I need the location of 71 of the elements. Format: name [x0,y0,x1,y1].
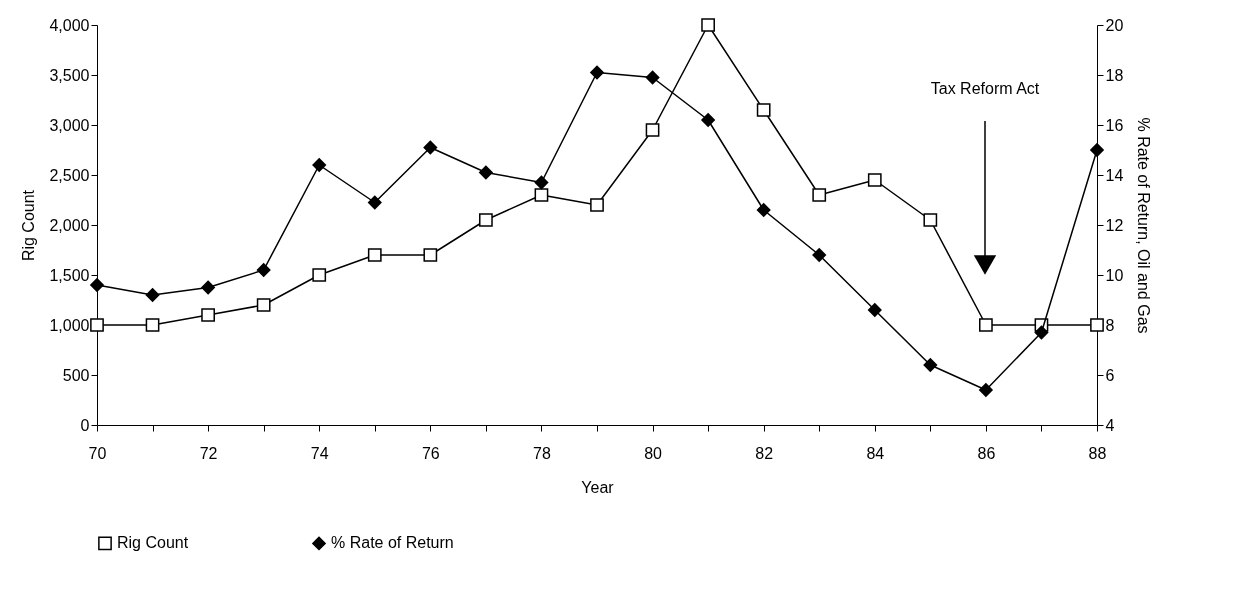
x-tick-label: 76 [421,444,440,462]
x-tick-label: 74 [310,444,329,462]
y-tick-label: 2,000 [49,216,90,234]
point [145,288,160,302]
point [201,280,215,295]
y2-tick-label: 14 [1105,166,1124,184]
y-tick-label: 3,500 [49,66,90,84]
point [756,203,771,217]
point [590,198,604,212]
y-tick-label: 1,000 [49,316,90,334]
point [423,248,438,262]
point [479,165,493,180]
point [867,303,882,317]
point [312,268,327,282]
y2-tick-label: 18 [1105,66,1124,84]
y-tick-label: 4,000 [49,16,90,34]
point [812,188,827,202]
x-tick-label: 80 [644,444,663,462]
y2-tick-label: 16 [1105,116,1124,134]
point [1034,325,1049,340]
point [701,18,715,32]
point [367,248,382,262]
point [701,113,715,127]
x-axis-title: Year [581,478,615,496]
point [979,383,993,397]
y-tick-label: 3,000 [49,116,90,134]
point [145,318,160,332]
legend-label: % Rate of Return [331,534,454,552]
point [534,175,549,190]
y-tick-label: 500 [62,366,90,384]
point [756,103,771,117]
point [534,188,549,202]
point [479,213,493,227]
y2-tick-label: 20 [1105,16,1124,34]
point [367,195,382,210]
y2-tick-label: 4 [1105,416,1115,434]
point [256,298,271,312]
point [812,248,827,262]
point [923,358,938,372]
y2-tick-label: 6 [1105,366,1115,384]
point [645,123,660,137]
point [423,140,438,155]
point [90,318,104,332]
y-tick-label: 0 [80,416,90,434]
y-tick-label: 2,500 [49,166,90,184]
x-tick-label: 86 [977,444,996,462]
point [923,213,938,227]
point [867,173,882,187]
legend-label: Rig Count [117,534,189,552]
point [590,65,604,80]
point [1090,318,1104,332]
point [1090,143,1104,157]
annotation: Tax Reform Act [930,80,1040,97]
point [312,158,327,172]
y2-tick-label: 12 [1105,216,1124,234]
point [979,318,993,332]
y-axis-title: Rig Count [20,189,38,262]
point [90,278,104,292]
point [645,70,660,85]
y2-axis-title: % Rate of Return, Oil and Gas [1135,117,1153,334]
x-tick-label: 88 [1088,444,1107,462]
x-tick-label: 78 [533,444,551,462]
point [256,263,271,277]
x-tick-label: 82 [755,444,774,462]
x-tick-label: 72 [199,444,218,462]
x-tick-label: 70 [88,444,107,462]
y2-tick-label: 8 [1105,316,1115,334]
y2-tick-label: 10 [1105,266,1124,284]
y-tick-label: 1,500 [49,266,90,284]
x-tick-label: 84 [866,444,885,462]
point [201,308,215,322]
